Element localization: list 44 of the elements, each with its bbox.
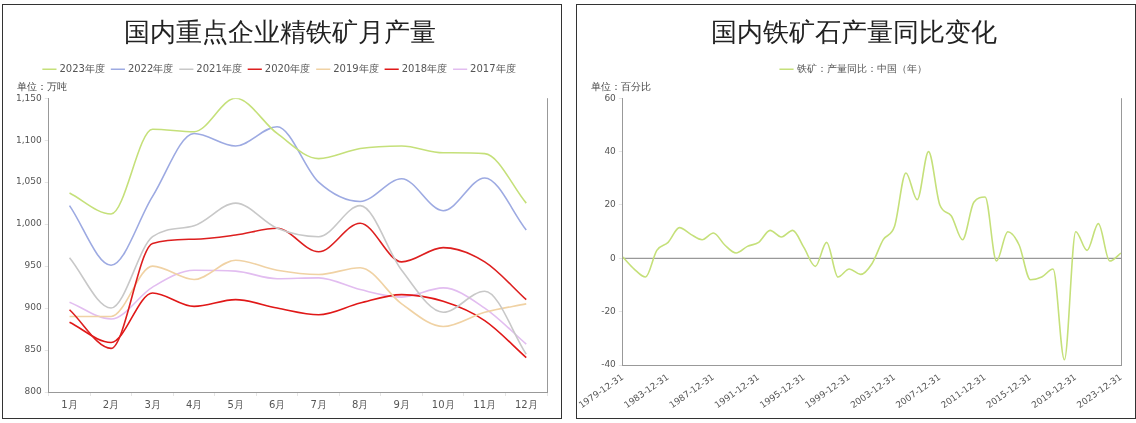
x-tick-label: 8月 — [351, 398, 369, 410]
legend-label: 2018年度 — [401, 62, 448, 74]
x-tick-label: 5月 — [227, 398, 244, 410]
y-tick-label: 1,150 — [16, 92, 43, 103]
x-tick-label: 2月 — [102, 398, 120, 410]
y-tick-label: 1,000 — [16, 218, 43, 229]
y-tick-label: -40 — [601, 359, 617, 370]
legend-label: 2019年度 — [333, 62, 379, 74]
line-series — [622, 150, 1121, 361]
legend-label: 铁矿：产量同比：中国（年） — [795, 62, 927, 74]
y-tick-label: 850 — [24, 344, 43, 355]
legend-label: 2020年度 — [264, 62, 311, 74]
legend-label: 2023年度 — [59, 62, 105, 74]
legend-label: 2022年度 — [127, 62, 174, 74]
line-series — [68, 269, 528, 345]
x-tick-label: 12月 — [514, 398, 538, 410]
y-tick-label: 950 — [24, 260, 43, 271]
y-tick-label: 1,100 — [16, 134, 43, 145]
x-tick-label: 7月 — [310, 398, 327, 410]
y-tick-label: 900 — [24, 302, 43, 313]
y-tick-label: -20 — [601, 306, 617, 317]
y-tick-label: 0 — [610, 252, 617, 263]
x-tick-label: 6月 — [268, 398, 286, 410]
chart-title: 国内重点企业精铁矿月产量 — [124, 17, 436, 48]
text: 单位：百分比 — [591, 80, 651, 92]
legend-label: 2017年度 — [470, 62, 516, 74]
line-series — [68, 259, 528, 328]
legend-label: 2021年度 — [196, 62, 242, 74]
y-tick-label: 40 — [604, 145, 617, 156]
text: 单位：万吨 — [17, 80, 67, 92]
line-series — [68, 202, 528, 356]
chart-title: 国内铁矿石产量同比变化 — [711, 17, 997, 48]
x-tick-label: 11月 — [473, 398, 497, 410]
y-tick-label: 800 — [24, 386, 43, 397]
y-tick-label: 1,050 — [16, 176, 43, 187]
x-tick-label: 10月 — [431, 398, 455, 410]
line-series — [68, 98, 528, 215]
x-tick-label: 9月 — [393, 398, 410, 410]
y-tick-label: 60 — [604, 92, 617, 103]
x-tick-label: 3月 — [144, 398, 161, 410]
line-series — [68, 125, 528, 267]
x-tick-label: 4月 — [185, 398, 203, 410]
x-tick-label: 1月 — [61, 398, 78, 410]
y-tick-label: 20 — [604, 199, 617, 210]
